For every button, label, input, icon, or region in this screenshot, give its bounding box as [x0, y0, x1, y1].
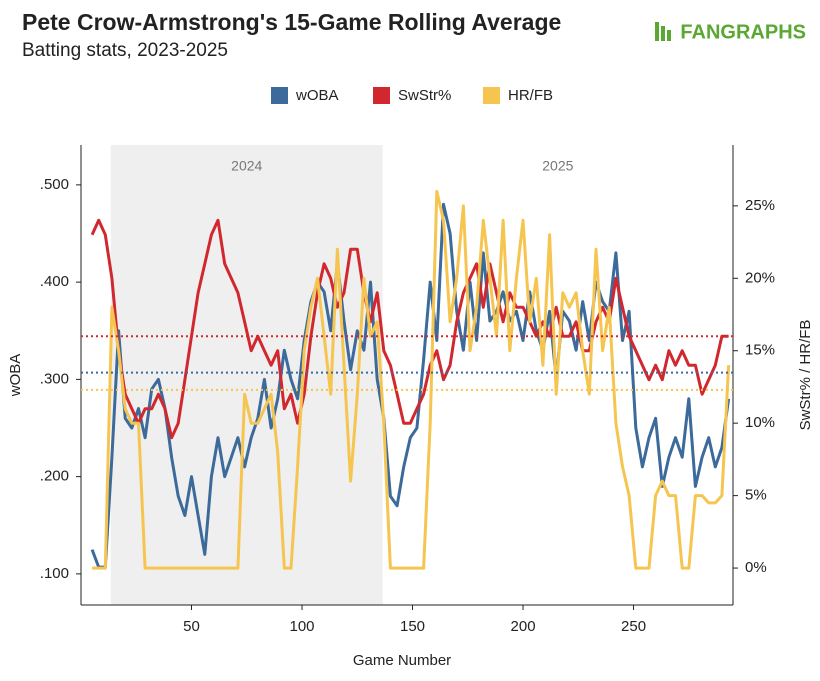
y2-tick-label: 0%	[745, 559, 767, 576]
y-tick-label: .500	[40, 176, 69, 193]
logo-text: FANGRAPHS	[680, 21, 806, 43]
logo-bar	[661, 26, 665, 41]
x-axis-label: Game Number	[353, 652, 451, 669]
x-tick-label: 200	[511, 618, 536, 635]
season-label: 2024	[231, 158, 262, 174]
legend-swatch	[373, 87, 390, 104]
legend-swatch	[483, 87, 500, 104]
y-tick-label: .200	[40, 468, 69, 485]
logo-bar	[667, 30, 671, 41]
x-tick-label: 150	[400, 618, 425, 635]
y-tick-label: .300	[40, 370, 69, 387]
chart-subtitle: Batting stats, 2023-2025	[22, 40, 228, 61]
logo: FANGRAPHS	[655, 21, 806, 43]
x-tick-label: 250	[621, 618, 646, 635]
y2-tick-label: 5%	[745, 487, 767, 504]
legend-label: SwStr%	[398, 87, 451, 104]
x-tick-label: 100	[290, 618, 315, 635]
chart-title: Pete Crow-Armstrong's 15-Game Rolling Av…	[22, 9, 561, 35]
y2-tick-label: 15%	[745, 342, 775, 359]
logo-bar	[655, 22, 659, 41]
y2-axis-label: SwStr% / HR/FB	[797, 320, 814, 431]
x-tick-label: 50	[183, 618, 200, 635]
y-axis-label: wOBA	[7, 354, 24, 398]
y-tick-label: .100	[40, 565, 69, 582]
y-tick-label: .400	[40, 273, 69, 290]
y2-tick-label: 25%	[745, 197, 775, 214]
y2-tick-label: 20%	[745, 269, 775, 286]
y2-tick-label: 10%	[745, 414, 775, 431]
season-label: 2025	[542, 158, 573, 174]
legend-swatch	[271, 87, 288, 104]
series-line	[90, 218, 729, 440]
season-shade	[110, 145, 383, 605]
legend-label: HR/FB	[508, 87, 553, 104]
series-line	[92, 189, 731, 570]
legend-label: wOBA	[295, 87, 339, 104]
series-line	[90, 202, 731, 569]
